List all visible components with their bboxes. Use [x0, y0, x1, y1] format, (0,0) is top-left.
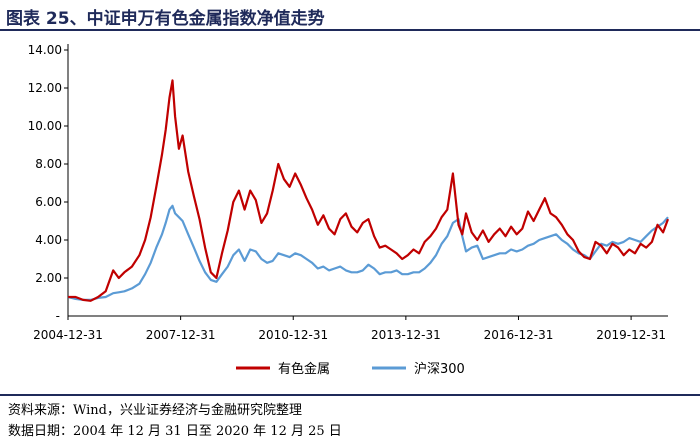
source-note: 资料来源：Wind，兴业证券经济与金融研究院整理: [8, 403, 302, 418]
y-tick-label-zero: -: [56, 309, 60, 323]
x-tick-label: 2013-12-31: [371, 328, 441, 342]
chart-legend: 有色金属 沪深300: [236, 361, 465, 377]
x-tick-label: 2016-12-31: [484, 328, 554, 342]
x-axis-labels: 2004-12-31 2007-12-31 2010-12-31 2013-12-31…: [33, 328, 666, 342]
y-tick-label: 4.00: [35, 233, 62, 247]
legend-item-metal-label: 有色金属: [278, 361, 330, 377]
chart-axes: [64, 44, 668, 320]
data-date-note: 数据日期：2004 年 12 月 31 日至 2020 年 12 月 25 日: [8, 424, 342, 439]
x-tick-label: 2004-12-31: [33, 328, 103, 342]
chart-series: [67, 79, 670, 302]
title-divider: [0, 29, 700, 31]
x-tick-label: 2019-12-31: [596, 328, 666, 342]
y-tick-label: 8.00: [35, 157, 62, 171]
legend-item-hs300-label: 沪深300: [414, 361, 465, 377]
footer-divider: [0, 394, 700, 396]
y-tick-label: 12.00: [28, 81, 62, 95]
x-tick-label: 2010-12-31: [258, 328, 328, 342]
series-line-hs300: [67, 204, 669, 301]
y-tick-label: 2.00: [35, 271, 62, 285]
x-tick-label: 2007-12-31: [146, 328, 216, 342]
chart-title: 图表 25、中证申万有色金属指数净值走势: [6, 9, 325, 29]
y-tick-label: 10.00: [28, 119, 62, 133]
series-line-metal: [68, 79, 670, 302]
y-tick-label: 14.00: [28, 43, 62, 57]
y-axis-labels: - 2.00 4.00 6.00 8.00 10.00 12.00 14.00: [28, 43, 62, 323]
y-tick-label: 6.00: [35, 195, 62, 209]
